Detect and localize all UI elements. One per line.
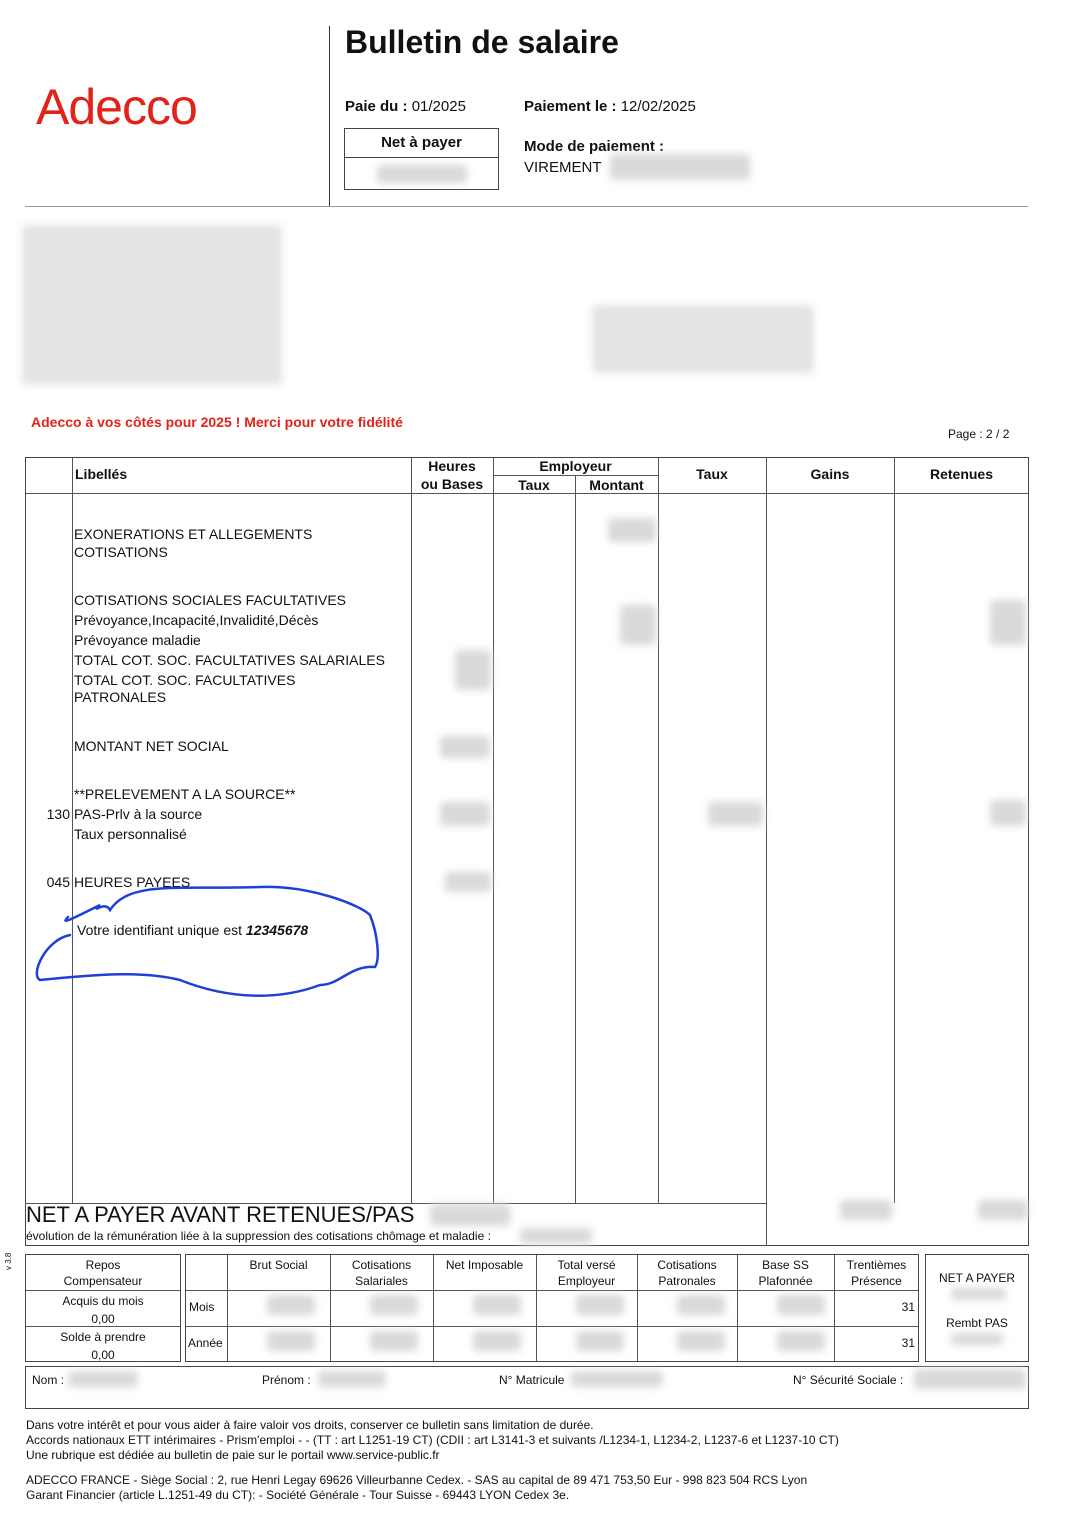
col-libelles: Libellés (75, 466, 128, 482)
row-label: Taux personnalisé (74, 826, 187, 842)
cumul-header: Total versé Employeur (557, 1258, 616, 1288)
row-label: TOTAL COT. SOC. FACULTATIVES (74, 672, 296, 688)
evolution-remuneration: évolution de la rémunération liée à la s… (26, 1229, 491, 1243)
page-title: Bulletin de salaire (345, 24, 619, 60)
version: v 3.8 (4, 1252, 13, 1270)
repos-compensateur: Repos Compensateur Acquis du mois 0,00 So… (25, 1254, 181, 1362)
row-label: COTISATIONS (74, 544, 168, 560)
handwritten-annotation (35, 885, 379, 997)
page-number: Page : 2 / 2 (948, 427, 1010, 441)
row-label: MONTANT NET SOCIAL (74, 738, 229, 754)
row-label: **PRELEVEMENT A LA SOURCE** (74, 786, 296, 802)
paie-du: Paie du : 01/2025 (345, 98, 466, 115)
cumul-header: Cotisations Salariales (351, 1258, 412, 1288)
net-a-payer-box: Net à payer (344, 128, 499, 190)
col-employeur-taux: Taux (518, 477, 550, 493)
adecco-logo: Adecco (36, 79, 198, 135)
row-label: EXONERATIONS ET ALLEGEMENTS (74, 526, 313, 542)
row-code: 045 (46, 874, 70, 890)
paiement-le: Paiement le : 12/02/2025 (524, 98, 696, 115)
cumul-header: Trentièmes Présence (846, 1258, 907, 1288)
cumul-header: Net Imposable (445, 1258, 524, 1272)
cumul-header: Base SS Plafonnée (758, 1258, 813, 1288)
promo-message: Adecco à vos côtés pour 2025 ! Merci pou… (31, 414, 403, 430)
row-label: COTISATIONS SOCIALES FACULTATIVES (74, 592, 347, 608)
mode-paiement-label: Mode de paiement : (524, 138, 665, 155)
col-taux: Taux (696, 466, 728, 482)
cumuls-table: Mois Année 31 31 Brut Social Cotisations … (185, 1254, 919, 1362)
payslip-table (25, 457, 1029, 1246)
col-montant: Montant (589, 477, 644, 493)
row-label: Prévoyance,Incapacité,Invalidité,Décès (74, 612, 319, 628)
col-gains: Gains (810, 466, 850, 482)
identity-row: Nom : Prénom : N° Matricule N° Sécurité … (25, 1366, 1029, 1409)
mode-paiement: VIREMENT (524, 159, 602, 176)
row-code: 130 (46, 806, 70, 822)
col-employeur: Employeur (539, 458, 612, 474)
row-label: PAS-Prlv à la source (74, 806, 203, 822)
row-label: PATRONALES (74, 689, 167, 705)
col-heures: Heures ou Bases (420, 458, 484, 492)
identifiant: Votre identifiant unique est 12345678 (77, 922, 309, 938)
net-payer-summary: NET A PAYER Rembt PAS (925, 1254, 1029, 1362)
col-retenues: Retenues (929, 466, 994, 482)
row-label: Prévoyance maladie (74, 632, 201, 648)
net-avant-retenues: NET A PAYER AVANT RETENUES/PAS (26, 1202, 415, 1227)
row-label: TOTAL COT. SOC. FACULTATIVES SALARIALES (74, 652, 385, 668)
cumul-header: Cotisations Patronales (657, 1258, 717, 1288)
footer-notes: Dans votre intérêt et pour vous aider à … (26, 1418, 839, 1502)
cumul-header: Brut Social (249, 1258, 308, 1272)
row-label: HEURES PAYEES (74, 874, 191, 890)
